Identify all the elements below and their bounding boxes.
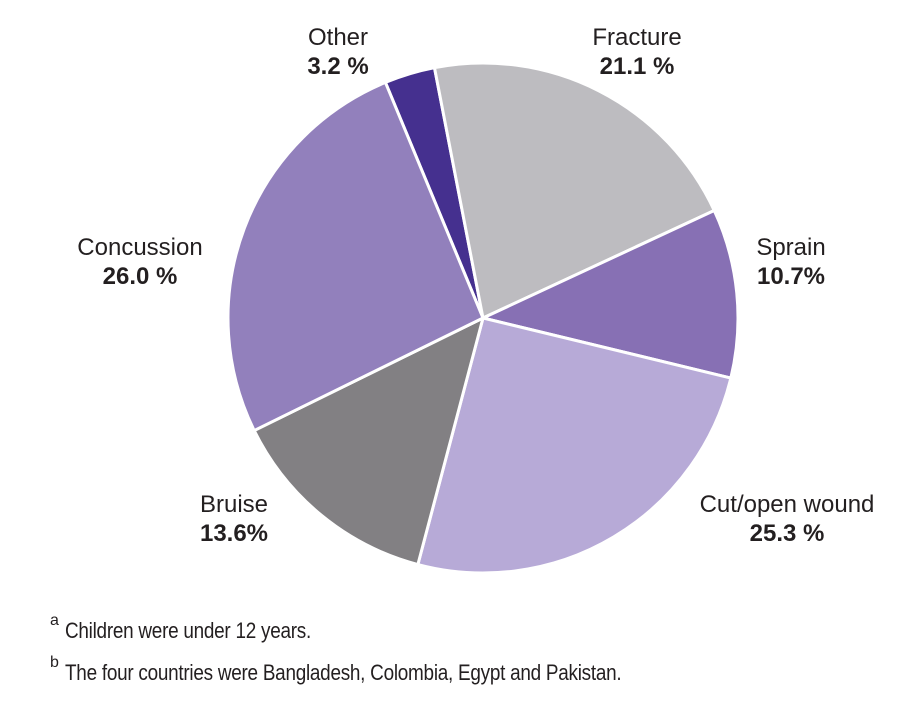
pie-slice-concussion <box>226 80 485 433</box>
slice-label: Other <box>308 24 368 51</box>
pie-slices <box>226 61 740 575</box>
slice-value-label: 10.7% <box>757 263 825 290</box>
pie-slice-cut-open-wound <box>416 316 733 575</box>
pie-slice-bruise <box>252 316 485 567</box>
footnote-text: Children were under 12 years. <box>65 618 311 643</box>
slice-label: Concussion <box>77 234 202 261</box>
slice-label: Sprain <box>756 234 825 261</box>
slice-value-label: 25.3 % <box>750 520 825 547</box>
footnote-marker: a <box>50 612 59 629</box>
pie-slice-fracture <box>432 61 716 320</box>
slice-value-label: 13.6% <box>200 520 268 547</box>
footnote-b: b The four countries were Bangladesh, Co… <box>0 652 900 692</box>
slice-value-label: 3.2 % <box>307 53 368 80</box>
footnote-a: a Children were under 12 years. <box>0 610 900 650</box>
footnote-text: The four countries were Bangladesh, Colo… <box>65 660 622 685</box>
slice-label: Bruise <box>200 491 268 518</box>
slice-label: Cut/open wound <box>700 491 875 518</box>
footnote-marker: b <box>50 654 59 671</box>
pie-slice-sprain <box>481 209 740 380</box>
slice-label: Fracture <box>592 24 681 51</box>
slice-value-label: 26.0 % <box>103 263 178 290</box>
slice-value-label: 21.1 % <box>600 53 675 80</box>
